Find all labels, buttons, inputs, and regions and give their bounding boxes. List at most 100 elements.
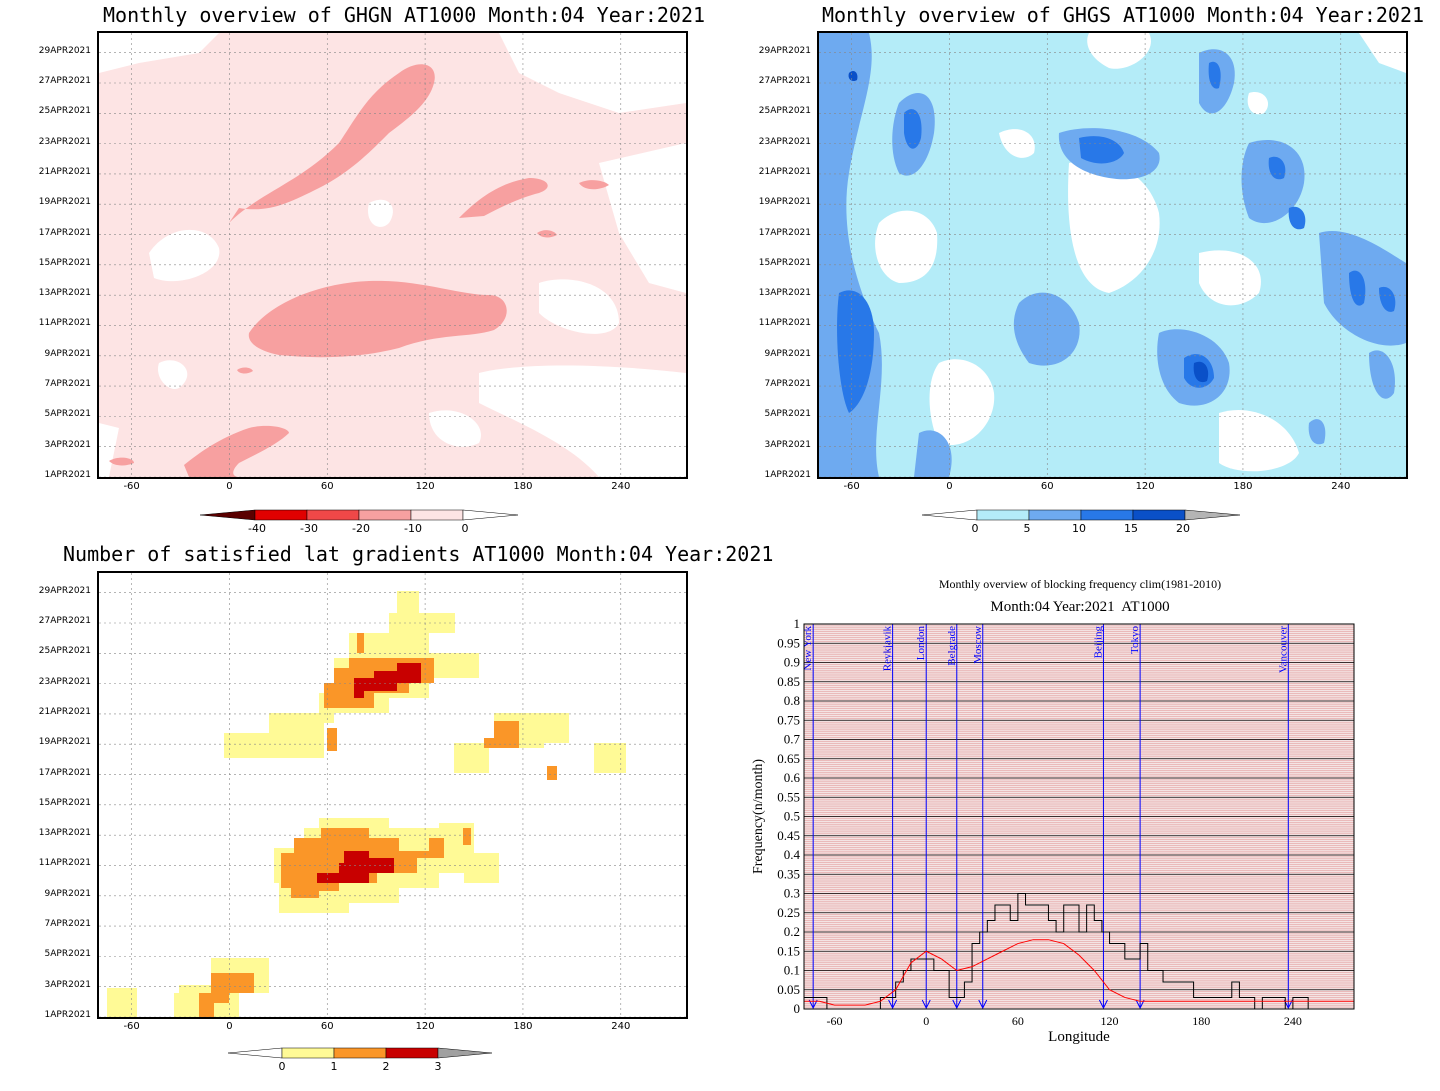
gradients-field — [99, 573, 686, 1017]
ghgs-level-5-10 — [1241, 139, 1305, 224]
y-tick-label: 0 — [794, 1001, 801, 1016]
x-tick-label: 0 — [226, 481, 233, 492]
ghgs-level-10-15 — [837, 290, 874, 413]
ghgs-white-region — [1199, 250, 1261, 306]
y-tick-label: 11APR2021 — [758, 318, 811, 329]
y-tick-label: 1APR2021 — [44, 1010, 91, 1020]
y-tick-label: 5APR2021 — [44, 409, 91, 420]
city-label: Moscow — [972, 626, 984, 664]
y-tick-label: 23APR2021 — [38, 676, 91, 687]
y-axis-label: Frequency(n/month) — [751, 759, 766, 874]
x-tick-label: -60 — [843, 481, 860, 492]
gradients-grid — [99, 573, 686, 1017]
y-tick-label: 0.2 — [784, 924, 800, 939]
ghgs-level-10-15 — [1208, 61, 1221, 89]
colorbar-tick-label: 15 — [1124, 522, 1138, 535]
x-tick-label: 120 — [415, 1021, 435, 1032]
ghgn-white-region — [158, 360, 188, 389]
x-tick-label: 240 — [1331, 481, 1351, 492]
climatology-series — [804, 939, 1354, 1006]
y-tick-label: 17APR2021 — [38, 767, 91, 778]
ghgn-level-minus20 — [109, 457, 134, 466]
y-tick-label: 9APR2021 — [44, 348, 91, 359]
ghgs-level-5-10 — [914, 430, 952, 477]
y-tick-label: 3APR2021 — [764, 439, 811, 450]
ghgs-level-10-15 — [904, 109, 922, 149]
gradients-title: Number of satisfied lat gradients AT1000… — [63, 542, 774, 566]
ghgs-white-region — [1068, 160, 1160, 293]
ghgn-grid — [99, 33, 686, 477]
ghgs-white-region — [1087, 33, 1151, 69]
x-tick-label: 180 — [1192, 1014, 1210, 1028]
colorbar-tick-label: 0 — [278, 1060, 286, 1073]
y-tick-label: 0.8 — [784, 693, 800, 708]
x-tick-label: 180 — [513, 1021, 533, 1032]
ghgs-level-15-20 — [848, 70, 858, 82]
x-tick-label: 240 — [611, 1021, 631, 1032]
ghgn-white-region — [368, 199, 393, 227]
ghgs-colorbar — [921, 509, 1241, 521]
y-tick-label: 0.35 — [777, 866, 800, 881]
ghgs-white-region — [999, 129, 1035, 158]
y-tick-label: 15APR2021 — [38, 797, 91, 808]
colorbar-tick-label: 0 — [971, 522, 979, 535]
y-tick-label: 13APR2021 — [38, 828, 91, 839]
y-tick-label: 0.6 — [784, 770, 801, 785]
y-tick-label: 0.85 — [777, 674, 800, 689]
city-arrow-icon — [978, 999, 988, 1010]
city-label: Belgrade — [946, 626, 958, 666]
city-arrow-icon — [921, 999, 931, 1010]
ghgn-white-region — [99, 33, 219, 73]
y-tick-label: 0.4 — [784, 847, 801, 862]
ghgn-white-region — [599, 143, 686, 293]
x-tick-label: -60 — [123, 481, 140, 492]
city-arrow-icon — [952, 999, 962, 1010]
blocking-line-chart: 0 0.05 0.1 0.15 0.2 0.25 0.3 0.35 0.4 0.45 0.5 0.55… — [751, 616, 1355, 1045]
y-tick-label: 19APR2021 — [38, 197, 91, 208]
ghgs-level-5-10 — [1308, 419, 1326, 445]
y-tick-label: 3APR2021 — [44, 439, 91, 450]
y-tick-label: 15APR2021 — [38, 257, 91, 268]
blocking-frequency-series — [804, 893, 1354, 1010]
y-tick-label: 23APR2021 — [758, 136, 811, 147]
y-tick-label: 0.3 — [784, 886, 800, 901]
city-arrow-icon — [888, 999, 898, 1010]
x-axis-label: Longitude — [1048, 1029, 1110, 1045]
ghgn-white-region — [479, 365, 686, 477]
colorbar-tick-label: 10 — [1072, 522, 1086, 535]
x-tick-label: 240 — [611, 481, 631, 492]
colorbar-tick-label: -40 — [248, 522, 266, 535]
gradients-plot-area — [97, 571, 688, 1019]
ghgn-level-minus20 — [184, 425, 289, 477]
gradients-level-3 — [317, 663, 421, 883]
y-tick-label: 0.65 — [777, 751, 800, 766]
y-tick-label: 27APR2021 — [38, 76, 91, 86]
ghgs-white-region — [1219, 409, 1299, 472]
y-tick-label: 11APR2021 — [38, 318, 91, 329]
y-tick-label: 7APR2021 — [764, 379, 811, 390]
colorbar-tick-label: -10 — [404, 522, 422, 535]
ghgn-field — [99, 33, 686, 477]
colorbar-tick-label: 0 — [461, 522, 469, 535]
blocking-suptitle: Monthly overview of blocking frequency c… — [938, 577, 1222, 591]
gradients-colorbar — [227, 1047, 493, 1059]
x-tick-label: 60 — [320, 1021, 334, 1032]
ghgs-grid — [819, 33, 1406, 477]
city-arrow-icon — [1135, 999, 1145, 1010]
x-tick-label: 0 — [946, 481, 953, 492]
y-tick-label: 5APR2021 — [764, 409, 811, 420]
y-tick-label: 29APR2021 — [38, 585, 91, 596]
y-tick-label: 13APR2021 — [758, 288, 811, 299]
y-tick-label: 0.15 — [777, 943, 800, 958]
x-tick-label: 180 — [513, 481, 533, 492]
y-tick-label: 15APR2021 — [758, 257, 811, 268]
ghgn-level-minus20 — [459, 178, 548, 218]
ghgn-level-minus20 — [237, 367, 253, 374]
x-tick-label: -60 — [123, 1021, 140, 1032]
y-tick-label: 19APR2021 — [758, 197, 811, 208]
y-tick-label: 9APR2021 — [764, 348, 811, 359]
ghgn-level-minus20 — [579, 180, 609, 190]
y-tick-label: 1 — [794, 616, 801, 631]
colorbar-tick-label: 3 — [434, 1060, 442, 1073]
ghgs-level-10-15 — [1379, 286, 1396, 312]
